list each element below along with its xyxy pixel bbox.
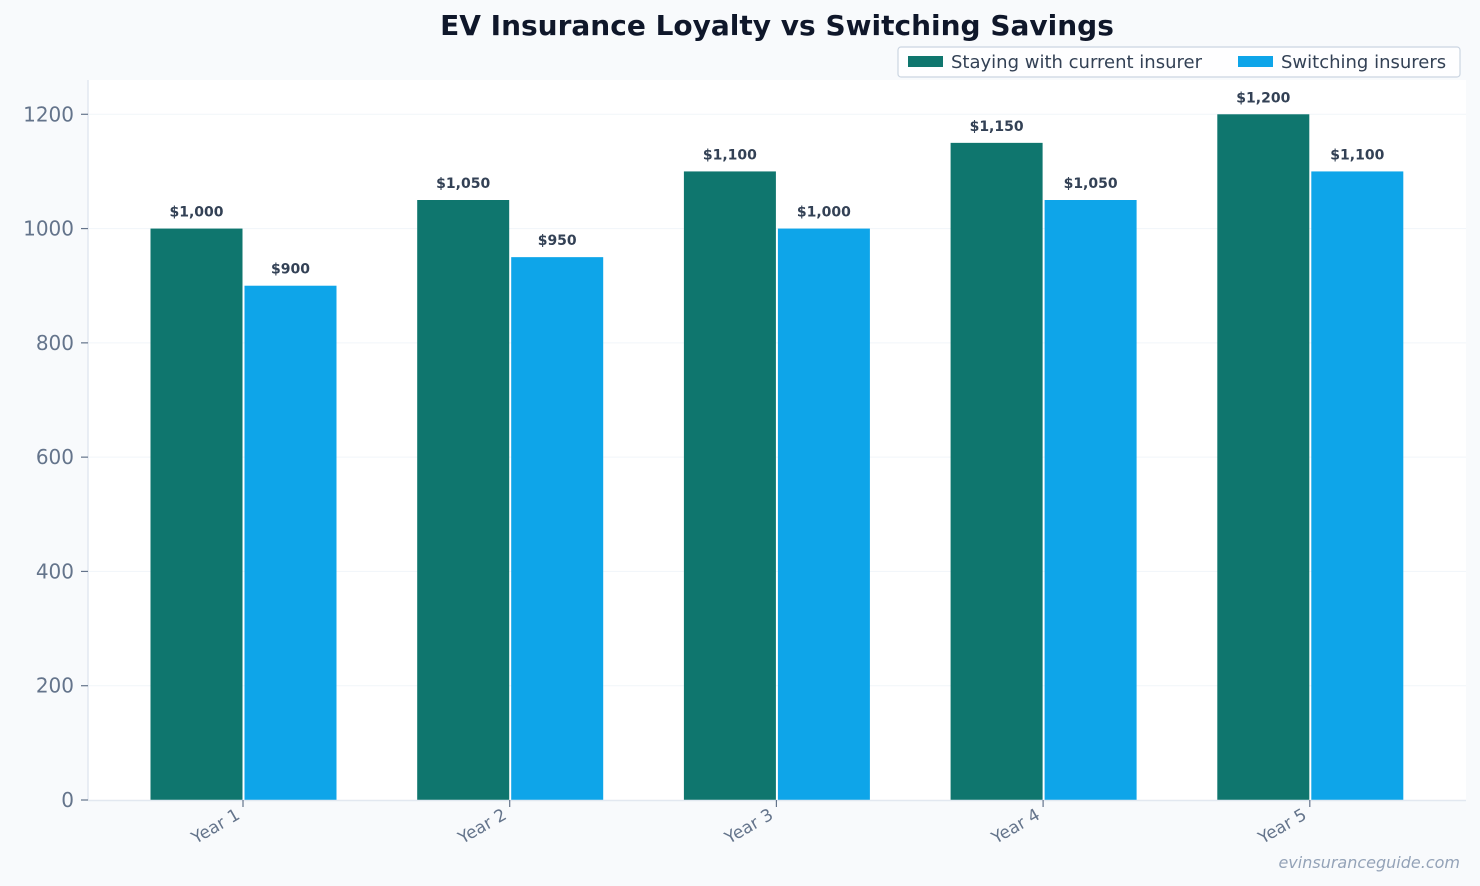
bar-switching <box>1311 171 1404 800</box>
bar-switching <box>244 285 337 800</box>
legend-swatch-staying <box>908 56 943 67</box>
x-tick-label: Year 4 <box>988 805 1044 849</box>
data-label: $1,050 <box>436 176 490 192</box>
watermark: evinsuranceguide.com <box>1278 853 1460 872</box>
y-tick-label: 400 <box>36 559 74 583</box>
data-label: $1,150 <box>970 119 1024 135</box>
data-label: $1,050 <box>1064 176 1118 192</box>
data-label: $1,000 <box>169 205 223 221</box>
bar-staying <box>150 228 243 801</box>
bar-staying <box>417 200 510 800</box>
x-tick-label: Year 5 <box>1254 805 1310 849</box>
bar-staying <box>683 171 776 800</box>
legend-label-staying: Staying with current insurer <box>951 52 1203 73</box>
data-label: $1,100 <box>703 147 757 163</box>
legend-swatch-switching <box>1238 56 1273 67</box>
y-tick-label: 200 <box>36 674 74 698</box>
y-tick-label: 800 <box>36 331 74 355</box>
chart-title: EV Insurance Loyalty vs Switching Saving… <box>440 9 1114 42</box>
x-tick-label: Year 3 <box>721 805 777 849</box>
y-tick-label: 1200 <box>23 102 74 126</box>
bar-switching <box>1044 200 1137 800</box>
data-label: $1,200 <box>1236 90 1290 106</box>
data-label: $1,000 <box>797 205 851 221</box>
legend-box <box>897 46 1461 78</box>
data-label: $1,100 <box>1330 147 1384 163</box>
bar-staying <box>1217 114 1310 801</box>
legend-label-switching: Switching insurers <box>1281 52 1446 73</box>
y-tick-label: 1000 <box>23 217 74 241</box>
y-tick-label: 0 <box>61 788 74 812</box>
x-tick-label: Year 1 <box>187 805 243 849</box>
data-label: $900 <box>271 262 310 278</box>
bar-staying <box>950 142 1043 800</box>
bar-switching <box>777 228 870 801</box>
data-label: $950 <box>538 233 577 249</box>
legend: Staying with current insurer Switching i… <box>897 46 1461 78</box>
y-tick-label: 600 <box>36 445 74 469</box>
x-tick-label: Year 2 <box>454 805 510 849</box>
bar-switching <box>511 257 604 801</box>
